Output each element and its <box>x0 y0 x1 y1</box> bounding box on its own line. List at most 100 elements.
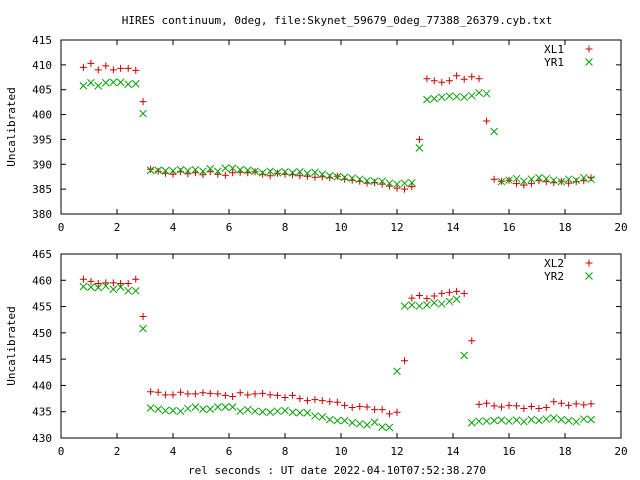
top-plot-frame <box>60 39 622 215</box>
yr1-point <box>161 166 170 175</box>
x-axis-label: rel seconds : UT date 2022-04-10T07:52:3… <box>188 464 486 477</box>
top-plot: Uncalibrated 0 2 4 6 8 10 12 14 16 18 20 380 385 390 3… <box>5 34 628 234</box>
yr2-point <box>475 417 483 426</box>
yr1-point <box>176 165 185 174</box>
yr2-point <box>109 285 118 294</box>
xl1-point <box>371 179 379 187</box>
yr1-point <box>355 175 364 184</box>
yr1-point <box>87 78 95 87</box>
bottom-plot: Uncalibrated 0 2 4 6 8 10 12 14 16 18 20 430 435 440 4… <box>5 248 628 458</box>
yr1-legend-marker <box>585 58 593 66</box>
xl1-point <box>393 184 401 192</box>
yr2-point <box>535 416 543 425</box>
x-tick-label: 2 <box>114 445 121 458</box>
yr1-point <box>183 166 192 175</box>
yr1-point <box>340 173 349 182</box>
xl2-point <box>326 398 334 406</box>
yr2-point <box>527 415 536 424</box>
yr1-point <box>385 179 394 188</box>
yr2-point <box>497 416 506 424</box>
yr1-point <box>572 176 581 185</box>
yr2-point <box>512 416 521 424</box>
chart-title: HIRES continuum, 0deg, file:Skynet_59679… <box>122 14 552 27</box>
yr1-point <box>169 166 177 175</box>
xl2-point <box>557 399 565 407</box>
xl2-point <box>177 388 185 396</box>
xl1-point <box>565 179 573 187</box>
xl2-point <box>296 395 304 403</box>
x-tick-label: 6 <box>226 221 233 234</box>
xl1-point <box>199 171 207 179</box>
x-tick-label: 12 <box>390 445 403 458</box>
xl2-point <box>147 388 155 396</box>
yr1-point <box>266 167 275 176</box>
y-tick-label: 445 <box>32 353 52 366</box>
x-tick-label: 18 <box>558 221 571 234</box>
xl2-point <box>251 390 259 398</box>
bottom-plot-ylabel: Uncalibrated <box>5 306 18 385</box>
x-tick-label: 14 <box>446 445 460 458</box>
y-tick-label: 405 <box>32 84 52 97</box>
xl1-point <box>109 66 117 74</box>
yr2-point <box>482 417 491 426</box>
yr1-point <box>94 81 103 90</box>
xl2-point <box>117 279 125 287</box>
xl2-point <box>572 400 580 408</box>
top-plot-marks <box>79 59 595 193</box>
xl1-point <box>438 78 446 86</box>
xl2-point <box>191 390 199 398</box>
xl2-point <box>490 402 498 410</box>
x-tick-label: 20 <box>614 445 627 458</box>
xl2-point <box>423 295 431 303</box>
yr2-point <box>139 324 147 333</box>
yr2-legend-label: YR2 <box>544 270 564 283</box>
yr2-point <box>519 417 528 426</box>
yr1-point <box>445 92 454 101</box>
xl1-point <box>94 66 102 74</box>
xl2-point <box>199 389 207 397</box>
xl2-point <box>318 397 326 405</box>
yr2-point <box>206 405 215 413</box>
yr2-point <box>183 404 192 413</box>
xl2-point <box>356 402 364 410</box>
top-plot-ylabel: Uncalibrated <box>5 87 18 166</box>
xl2-point <box>79 275 87 283</box>
yr1-point <box>527 175 536 184</box>
yr1-point <box>535 173 543 182</box>
yr2-point <box>572 417 581 426</box>
yr2-point <box>303 408 312 417</box>
xl1-point <box>453 72 461 80</box>
yr2-point <box>266 408 275 417</box>
yr2-point <box>281 406 289 415</box>
y-tick-label: 380 <box>32 208 52 221</box>
yr1-point <box>79 81 88 90</box>
xl2-point <box>169 391 177 399</box>
yr1-point <box>564 175 573 184</box>
yr2-point <box>579 415 588 423</box>
yr1-point <box>146 166 155 175</box>
yr1-point <box>490 127 499 136</box>
x-tick-label: 8 <box>282 221 289 234</box>
xl1-point <box>527 180 535 188</box>
xl2-point <box>266 391 274 399</box>
y-tick-label: 450 <box>32 327 52 340</box>
yr1-point <box>154 166 163 175</box>
xl2-point <box>378 406 386 414</box>
yr2-point <box>430 299 439 307</box>
yr1-point <box>475 88 483 97</box>
xl2-point <box>505 401 513 409</box>
xl1-point <box>468 73 476 81</box>
xl1-point <box>124 64 132 72</box>
xl2-point <box>229 392 237 400</box>
x-tick-label: 0 <box>58 445 65 458</box>
yr2-point <box>311 412 319 420</box>
yr2-point <box>87 283 95 291</box>
yr2-point <box>542 415 551 423</box>
xl1-point <box>259 170 267 178</box>
xl2-point <box>333 398 341 406</box>
yr2-point <box>288 408 297 417</box>
yr1-point <box>437 93 446 102</box>
xl2-point <box>430 292 438 300</box>
